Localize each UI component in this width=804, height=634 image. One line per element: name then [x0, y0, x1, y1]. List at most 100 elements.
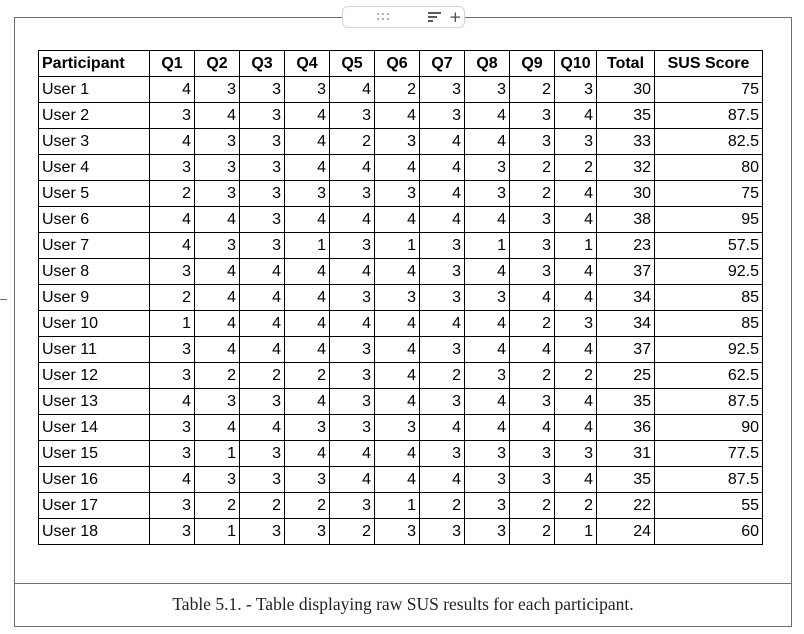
score-cell: 4 — [284, 154, 330, 181]
score-cell: 4 — [419, 180, 465, 207]
score-cell: 3 — [419, 258, 465, 285]
score-cell: 37 — [596, 258, 655, 285]
score-cell: 2 — [509, 76, 555, 103]
participant-cell: User 7 — [38, 232, 150, 259]
score-cell: 2 — [509, 518, 555, 545]
score-cell: 75 — [654, 180, 763, 207]
participant-cell: User 6 — [38, 206, 150, 233]
score-cell: 60 — [654, 518, 763, 545]
score-cell: 1 — [149, 310, 195, 337]
score-cell: 4 — [509, 284, 555, 311]
table-row: User 5 2 3 3 3 3 3 4 3 2 4 30 75 — [38, 180, 763, 207]
score-cell: 3 — [239, 180, 285, 207]
score-cell: 3 — [239, 102, 285, 129]
drag-handle-icon[interactable] — [375, 12, 391, 22]
score-cell: 4 — [554, 180, 597, 207]
score-cell: 4 — [284, 388, 330, 415]
participant-cell: User 15 — [38, 440, 150, 467]
score-cell: 3 — [464, 154, 510, 181]
score-cell: 3 — [329, 336, 375, 363]
table-row: User 10 1 4 4 4 4 4 4 4 2 3 34 85 — [38, 310, 763, 337]
score-cell: 4 — [149, 128, 195, 155]
score-cell: 4 — [464, 102, 510, 129]
score-cell: 35 — [596, 388, 655, 415]
column-header: Q1 — [149, 50, 195, 77]
score-cell: 4 — [194, 206, 240, 233]
participant-cell: User 12 — [38, 362, 150, 389]
score-cell: 3 — [149, 362, 195, 389]
score-cell: 3 — [419, 232, 465, 259]
score-cell: 4 — [464, 388, 510, 415]
filter-lines-icon[interactable] — [428, 11, 442, 23]
score-cell: 1 — [194, 440, 240, 467]
score-cell: 3 — [194, 232, 240, 259]
column-header: Q9 — [509, 50, 555, 77]
score-cell: 4 — [419, 414, 465, 441]
column-header: Q8 — [464, 50, 510, 77]
score-cell: 2 — [239, 492, 285, 519]
score-cell: 3 — [284, 518, 330, 545]
score-cell: 1 — [194, 518, 240, 545]
score-cell: 3 — [194, 466, 240, 493]
table-row: User 1 4 3 3 3 4 2 3 3 2 3 30 75 — [38, 76, 763, 103]
score-cell: 3 — [374, 414, 420, 441]
score-cell: 4 — [194, 336, 240, 363]
score-cell: 85 — [654, 310, 763, 337]
score-cell: 4 — [554, 206, 597, 233]
score-cell: 4 — [554, 336, 597, 363]
score-cell: 4 — [149, 206, 195, 233]
score-cell: 3 — [149, 518, 195, 545]
score-cell: 3 — [284, 466, 330, 493]
score-cell: 3 — [509, 128, 555, 155]
participant-cell: User 1 — [38, 76, 150, 103]
score-cell: 3 — [194, 128, 240, 155]
score-cell: 4 — [239, 258, 285, 285]
table-header-row: Participant Q1 Q2 Q3 Q4 Q5 Q6 Q7 Q8 Q9 Q10 Total SUS… — [38, 50, 763, 77]
score-cell: 34 — [596, 310, 655, 337]
score-cell: 4 — [239, 336, 285, 363]
score-cell: 62.5 — [654, 362, 763, 389]
score-cell: 4 — [554, 102, 597, 129]
score-cell: 4 — [374, 258, 420, 285]
score-cell: 3 — [194, 388, 240, 415]
score-cell: 4 — [239, 284, 285, 311]
score-cell: 1 — [374, 232, 420, 259]
score-cell: 2 — [284, 492, 330, 519]
table-body: User 1 4 3 3 3 4 2 3 3 2 3 30 75 User 2 3 4 3 4 3 4 3 4 3 4 35 87… — [38, 76, 763, 545]
score-cell: 30 — [596, 180, 655, 207]
score-cell: 4 — [419, 206, 465, 233]
column-header: Q3 — [239, 50, 285, 77]
score-cell: 4 — [464, 128, 510, 155]
margin-marker — [0, 299, 7, 300]
add-icon[interactable]: + — [449, 8, 462, 26]
score-cell: 4 — [329, 76, 375, 103]
score-cell: 1 — [554, 518, 597, 545]
score-cell: 3 — [419, 336, 465, 363]
table-row: User 16 4 3 3 3 4 4 4 3 3 4 35 87.5 — [38, 466, 763, 493]
score-cell: 4 — [464, 206, 510, 233]
score-cell: 3 — [239, 466, 285, 493]
score-cell: 4 — [194, 284, 240, 311]
participant-cell: User 4 — [38, 154, 150, 181]
score-cell: 4 — [329, 466, 375, 493]
table-row: User 3 4 3 3 4 2 3 4 4 3 3 33 82.5 — [38, 128, 763, 155]
score-cell: 4 — [284, 128, 330, 155]
table-toolbar: + — [342, 6, 465, 28]
score-cell: 4 — [374, 440, 420, 467]
column-header: Q10 — [554, 50, 597, 77]
score-cell: 4 — [374, 310, 420, 337]
score-cell: 3 — [554, 76, 597, 103]
score-cell: 3 — [239, 154, 285, 181]
participant-cell: User 13 — [38, 388, 150, 415]
score-cell: 2 — [149, 284, 195, 311]
score-cell: 3 — [329, 492, 375, 519]
participant-cell: User 9 — [38, 284, 150, 311]
participant-cell: User 10 — [38, 310, 150, 337]
score-cell: 3 — [464, 76, 510, 103]
score-cell: 2 — [554, 154, 597, 181]
score-cell: 4 — [149, 466, 195, 493]
score-cell: 4 — [464, 310, 510, 337]
score-cell: 2 — [239, 362, 285, 389]
score-cell: 4 — [284, 336, 330, 363]
caption-block-frame — [14, 583, 792, 627]
